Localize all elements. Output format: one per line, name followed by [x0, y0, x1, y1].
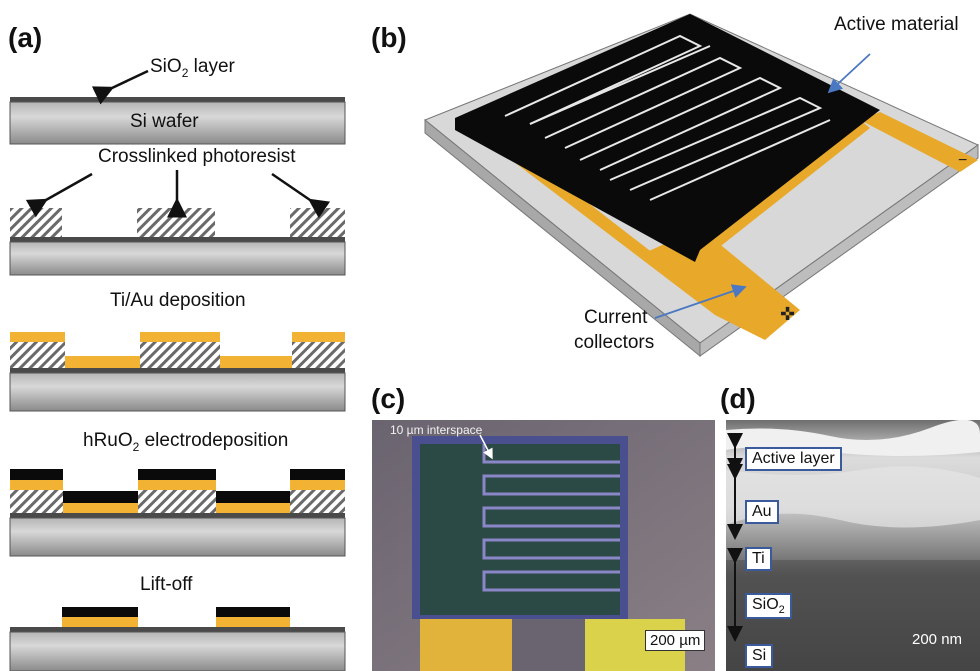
panel-a-step3	[9, 332, 346, 412]
panel-a-label: (a)	[8, 22, 43, 53]
panel-d-sem	[726, 419, 980, 671]
sio2-arrow	[91, 69, 149, 105]
collectors-caption: collectors	[574, 332, 655, 353]
sio2-tag: SiO2	[745, 593, 792, 620]
current-caption: Current	[584, 307, 648, 328]
panel-a-step4	[9, 469, 346, 557]
sio2-layer-caption: SiO2 layer	[150, 56, 235, 80]
panel-d-scale-bar: 200 nm	[912, 631, 963, 648]
svg-text:−: −	[958, 152, 967, 169]
au-tag: Au	[745, 500, 779, 524]
panel-c-label: (c)	[371, 383, 406, 414]
panel-b-device: ✜ −	[424, 13, 979, 358]
current-collector-arrow	[654, 284, 747, 319]
panel-d-label: (d)	[720, 383, 756, 414]
si-wafer-caption: Si wafer	[130, 111, 199, 132]
hruo2-caption: hRuO2 electrodeposition	[83, 430, 289, 454]
interspace-caption: 10 µm interspace	[390, 423, 483, 437]
active-material-caption: Active material	[834, 14, 959, 35]
si-tag: Si	[745, 644, 774, 668]
active-layer-tag: Active layer	[745, 447, 842, 471]
ti-tag: Ti	[745, 547, 772, 571]
panel-a-step2	[9, 170, 346, 276]
panel-c-micrograph	[372, 420, 715, 671]
active-material-arrow	[827, 53, 871, 94]
panel-c-scale-bar: 200 µm	[645, 630, 706, 651]
photoresist-caption: Crosslinked photoresist	[98, 146, 296, 167]
panel-a-step5	[9, 607, 346, 671]
tiau-caption: Ti/Au deposition	[110, 290, 246, 311]
svg-text:✜: ✜	[780, 304, 795, 324]
panel-b-label: (b)	[371, 22, 407, 53]
comb-gaps	[504, 34, 831, 201]
liftoff-caption: Lift-off	[140, 574, 193, 595]
panel-a-step1	[9, 69, 346, 145]
